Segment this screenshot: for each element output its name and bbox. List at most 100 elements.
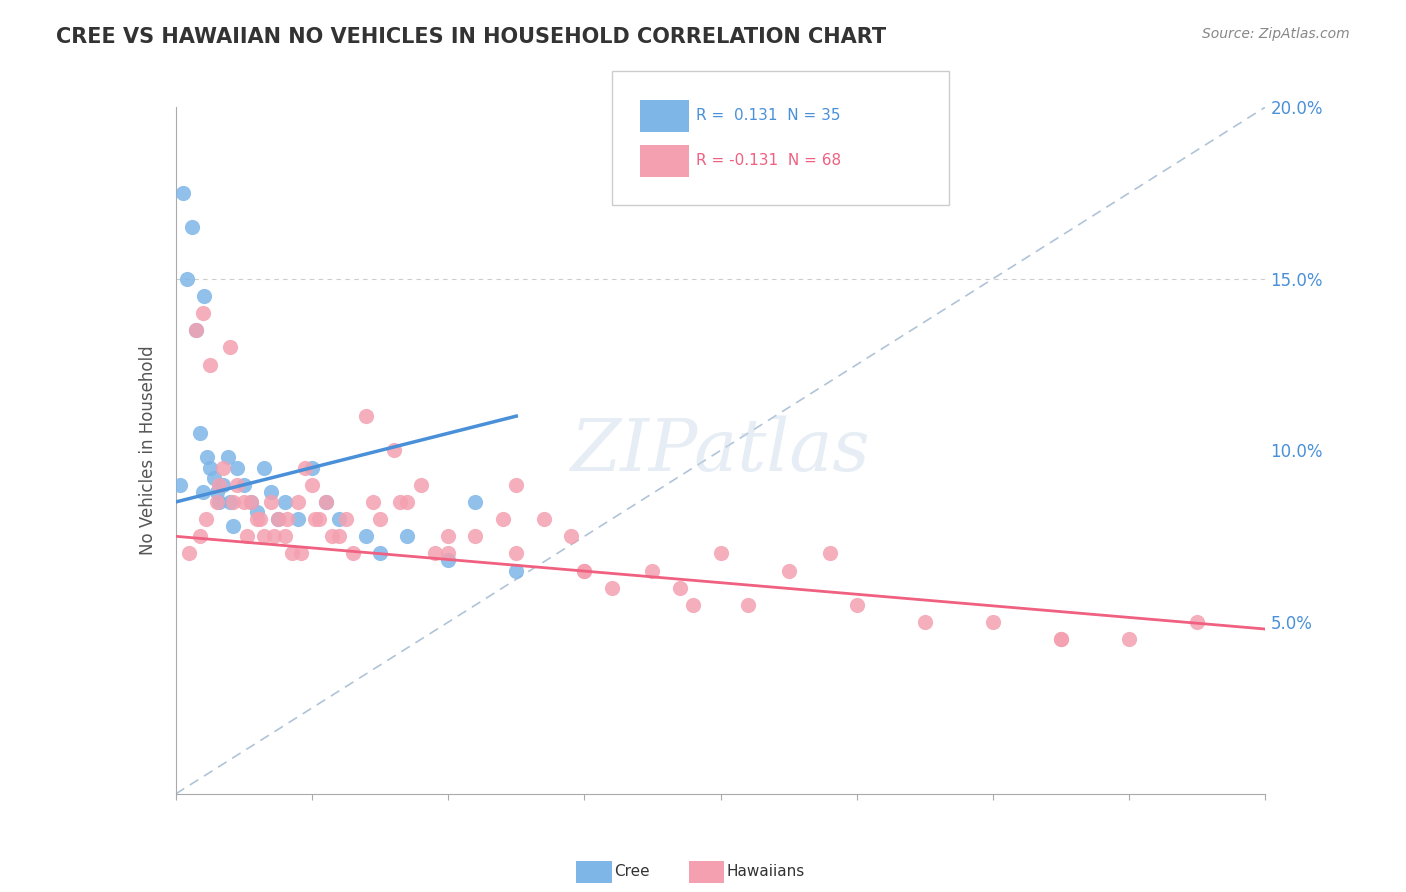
Point — [423, 546, 446, 561]
Point — [845, 598, 868, 612]
Point — [267, 512, 290, 526]
Point — [361, 495, 384, 509]
Point — [186, 323, 208, 337]
Text: ZIPatlas: ZIPatlas — [571, 415, 870, 486]
Point — [328, 512, 350, 526]
Point — [641, 564, 664, 578]
Point — [280, 546, 302, 561]
Point — [208, 495, 231, 509]
Point — [287, 495, 309, 509]
Point — [246, 505, 269, 519]
Point — [818, 546, 841, 561]
Point — [560, 529, 582, 543]
Point — [226, 478, 249, 492]
Point — [464, 495, 486, 509]
Point — [464, 529, 486, 543]
Point — [328, 529, 350, 543]
Point — [195, 450, 218, 465]
Point — [198, 358, 221, 372]
Text: R =  0.131  N = 35: R = 0.131 N = 35 — [696, 109, 841, 123]
Point — [253, 529, 276, 543]
Point — [682, 598, 704, 612]
Point — [232, 495, 254, 509]
Point — [396, 529, 419, 543]
Point — [301, 460, 323, 475]
Point — [505, 546, 527, 561]
Point — [205, 484, 228, 499]
Text: Hawaiians: Hawaiians — [727, 864, 806, 879]
Point — [276, 512, 298, 526]
Point — [232, 478, 254, 492]
Point — [914, 615, 936, 630]
Point — [287, 512, 309, 526]
Point — [389, 495, 412, 509]
Point — [290, 546, 312, 561]
Point — [219, 495, 242, 509]
Point — [321, 529, 343, 543]
Point — [574, 564, 596, 578]
Point — [246, 512, 269, 526]
Point — [396, 495, 419, 509]
Point — [169, 478, 191, 492]
Point — [263, 529, 285, 543]
Point — [274, 495, 297, 509]
Point — [191, 484, 214, 499]
Point — [212, 478, 235, 492]
Point — [492, 512, 515, 526]
Point — [260, 484, 283, 499]
Point — [342, 546, 364, 561]
Point — [274, 529, 297, 543]
Text: CREE VS HAWAIIAN NO VEHICLES IN HOUSEHOLD CORRELATION CHART: CREE VS HAWAIIAN NO VEHICLES IN HOUSEHOL… — [56, 27, 886, 46]
Point — [409, 478, 432, 492]
Point — [222, 519, 245, 533]
Point — [208, 478, 231, 492]
Point — [239, 495, 262, 509]
Point — [194, 512, 217, 526]
Point — [181, 220, 204, 235]
Point — [172, 186, 194, 200]
Point — [1050, 632, 1073, 647]
Point — [710, 546, 733, 561]
Point — [1050, 632, 1073, 647]
Point — [193, 289, 215, 303]
Text: Cree: Cree — [614, 864, 650, 879]
Point — [235, 529, 257, 543]
Point — [219, 340, 242, 354]
Point — [356, 529, 378, 543]
Point — [186, 323, 208, 337]
Point — [737, 598, 759, 612]
Point — [188, 426, 211, 441]
Point — [176, 271, 198, 285]
Point — [437, 553, 460, 567]
Point — [368, 512, 391, 526]
Point — [308, 512, 330, 526]
Point — [437, 546, 460, 561]
Point — [315, 495, 337, 509]
Point — [191, 306, 214, 320]
Y-axis label: No Vehicles in Household: No Vehicles in Household — [139, 345, 157, 556]
Point — [600, 581, 623, 595]
Point — [239, 495, 262, 509]
Point — [179, 546, 201, 561]
Point — [267, 512, 290, 526]
Point — [533, 512, 555, 526]
Point — [778, 564, 800, 578]
Point — [217, 450, 239, 465]
Point — [574, 564, 596, 578]
Text: R = -0.131  N = 68: R = -0.131 N = 68 — [696, 153, 841, 168]
Point — [368, 546, 391, 561]
Point — [1118, 632, 1140, 647]
Point — [301, 478, 323, 492]
Text: Source: ZipAtlas.com: Source: ZipAtlas.com — [1202, 27, 1350, 41]
Point — [249, 512, 271, 526]
Point — [222, 495, 245, 509]
Point — [1187, 615, 1209, 630]
Point — [212, 460, 235, 475]
Point — [315, 495, 337, 509]
Point — [382, 443, 405, 458]
Point — [356, 409, 378, 423]
Point — [437, 529, 460, 543]
Point — [253, 460, 276, 475]
Point — [226, 460, 249, 475]
Point — [205, 495, 228, 509]
